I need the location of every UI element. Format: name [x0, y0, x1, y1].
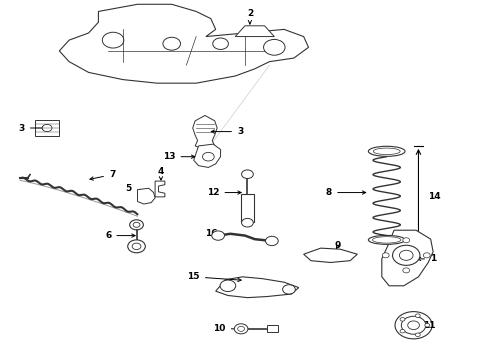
Text: 13: 13 [163, 152, 195, 161]
Text: 3: 3 [211, 127, 243, 136]
Polygon shape [235, 26, 274, 37]
Text: 10: 10 [214, 324, 244, 333]
Text: 2: 2 [247, 9, 253, 24]
Circle shape [399, 250, 413, 260]
Text: 3: 3 [19, 123, 46, 132]
Circle shape [392, 245, 420, 265]
Polygon shape [193, 116, 217, 149]
Circle shape [42, 125, 52, 132]
Circle shape [416, 314, 420, 318]
Circle shape [238, 326, 245, 331]
Text: 5: 5 [125, 184, 143, 193]
Circle shape [266, 236, 278, 246]
Bar [35, 120, 59, 136]
Circle shape [242, 219, 253, 227]
Text: 1: 1 [417, 255, 436, 264]
Polygon shape [138, 188, 155, 204]
Circle shape [416, 333, 420, 337]
Circle shape [403, 238, 410, 243]
Polygon shape [59, 4, 309, 83]
Circle shape [234, 324, 248, 334]
Polygon shape [382, 230, 433, 286]
Bar [241, 194, 254, 222]
Circle shape [213, 38, 228, 49]
Text: 9: 9 [335, 241, 341, 250]
Circle shape [403, 268, 410, 273]
Circle shape [242, 170, 253, 179]
Circle shape [264, 40, 285, 55]
Ellipse shape [368, 235, 405, 244]
Polygon shape [155, 181, 165, 197]
Circle shape [400, 329, 405, 333]
Text: 14: 14 [428, 192, 441, 201]
Circle shape [212, 231, 224, 240]
Circle shape [423, 253, 430, 258]
Circle shape [283, 285, 295, 294]
Text: 8: 8 [326, 188, 366, 197]
Ellipse shape [372, 237, 401, 243]
Circle shape [102, 32, 124, 48]
Text: 12: 12 [207, 188, 241, 197]
Polygon shape [216, 277, 299, 298]
Ellipse shape [373, 148, 400, 154]
Circle shape [133, 222, 140, 227]
Circle shape [202, 152, 214, 161]
Circle shape [395, 312, 432, 339]
Circle shape [401, 316, 426, 334]
Circle shape [130, 220, 144, 230]
Text: 7: 7 [90, 170, 115, 180]
Circle shape [400, 318, 405, 321]
Circle shape [382, 253, 389, 258]
Text: 4: 4 [158, 167, 164, 180]
Circle shape [163, 37, 180, 50]
Text: 11: 11 [419, 321, 436, 330]
Text: 6: 6 [105, 231, 135, 240]
Text: 16: 16 [205, 229, 224, 238]
Circle shape [408, 321, 419, 329]
Bar [267, 325, 278, 332]
Circle shape [128, 240, 146, 253]
Polygon shape [194, 144, 220, 167]
Circle shape [220, 280, 236, 292]
Polygon shape [304, 248, 357, 262]
Circle shape [132, 243, 141, 249]
Ellipse shape [368, 146, 405, 156]
Text: 15: 15 [188, 272, 241, 282]
Circle shape [425, 323, 430, 327]
